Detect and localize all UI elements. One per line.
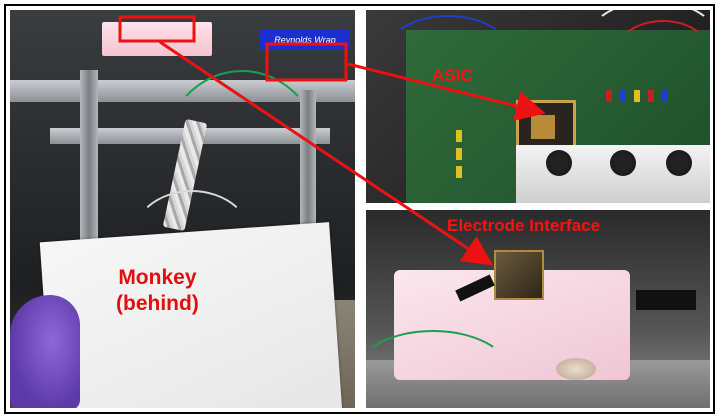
reynolds-wrap-box: Reynolds Wrap <box>260 30 350 50</box>
purple-glove <box>10 295 80 408</box>
monkey-label-line2: (behind) <box>116 292 199 315</box>
monkey-label: Monkey (behind) <box>116 265 199 317</box>
monkey-label-line1: Monkey <box>118 266 197 289</box>
electrode-connector <box>494 250 544 300</box>
rig-photo: Reynolds Wrap Monkey (behind) <box>10 10 355 408</box>
asic-label: ASIC <box>432 66 473 85</box>
electrode-interface-photo <box>366 210 710 408</box>
asic-board-photo <box>366 10 710 203</box>
electrode-interface-label: Electrode Interface <box>447 216 601 235</box>
